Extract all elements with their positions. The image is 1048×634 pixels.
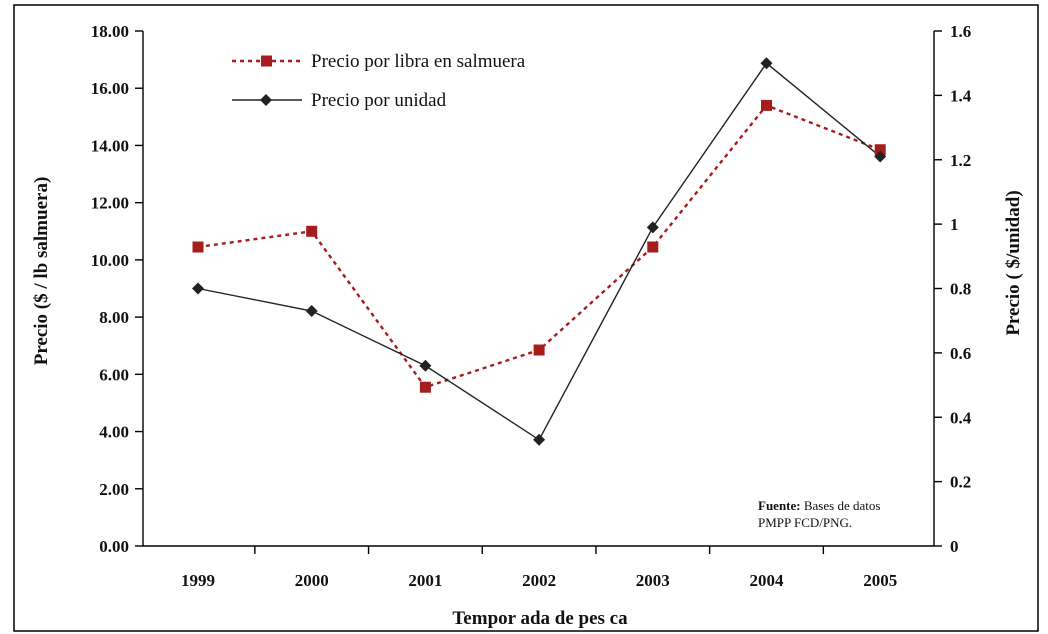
legend-label-unit: Precio por unidad <box>311 90 447 111</box>
right-axis-title: Precio ( $/unidad) <box>1003 190 1024 335</box>
x-axis-ticks: 1999 2000 2001 2002 2003 2004 2005 <box>181 546 897 590</box>
left-tick-label: 6.00 <box>99 365 129 384</box>
right-tick-label: 0.4 <box>950 408 972 427</box>
x-axis-title: Tempor ada de pes ca <box>452 608 628 629</box>
left-axis-ticks: 0.00 2.00 4.00 6.00 8.00 10.00 12.00 14.00 16.00… <box>91 22 143 556</box>
legend-marker-square <box>261 55 272 67</box>
data-point-square <box>419 381 431 393</box>
right-tick-label: 1.6 <box>950 22 971 41</box>
data-point-square <box>874 144 886 156</box>
data-point-diamond <box>760 57 773 70</box>
legend: Precio por libra en salmuera Precio por … <box>232 51 526 111</box>
data-point-square <box>192 241 204 253</box>
right-tick-label: 0.8 <box>950 280 971 299</box>
left-tick-label: 8.00 <box>99 308 129 327</box>
chart-border <box>13 4 1039 632</box>
source-label: Fuente: <box>758 498 801 513</box>
right-tick-label: 0 <box>950 537 959 556</box>
right-tick-label: 1 <box>950 215 959 234</box>
right-tick-label: 0.2 <box>950 473 971 492</box>
data-point-square <box>306 225 318 237</box>
series-line-unit <box>197 62 881 441</box>
x-tick-label: 2000 <box>295 571 329 590</box>
legend-marker-diamond <box>260 94 272 106</box>
x-tick-label: 2002 <box>522 571 556 590</box>
data-point-square <box>761 99 772 111</box>
legend-label-brine: Precio por libra en salmuera <box>311 51 526 72</box>
data-point-diamond <box>192 282 204 295</box>
series-layer <box>192 57 887 446</box>
source-line-2: PMPP FCD/PNG. <box>758 515 852 530</box>
data-point-diamond <box>419 359 432 372</box>
source-line-1: Fuente: Bases de datos <box>758 498 880 513</box>
x-tick-label: 2004 <box>750 571 785 590</box>
x-tick-label: 2001 <box>408 571 442 590</box>
x-tick-label: 2005 <box>863 571 897 590</box>
data-point-diamond <box>305 305 318 318</box>
left-tick-label: 16.00 <box>91 79 129 98</box>
right-axis-ticks: 0 0.2 0.4 0.6 0.8 1 1.2 1.4 1.6 <box>934 22 972 556</box>
left-tick-label: 12.00 <box>91 194 129 213</box>
left-tick-label: 14.00 <box>91 136 129 155</box>
right-tick-label: 1.2 <box>950 151 971 170</box>
x-tick-label: 1999 <box>181 571 215 590</box>
x-tick-label: 2003 <box>636 571 670 590</box>
data-point-square <box>533 344 545 356</box>
data-point-diamond <box>874 150 887 163</box>
right-tick-label: 0.6 <box>950 344 971 363</box>
left-tick-label: 10.00 <box>91 251 129 270</box>
data-point-square <box>647 241 659 253</box>
left-tick-label: 18.00 <box>91 22 129 41</box>
left-axis-title: Precio ($ / lb salmuera) <box>31 177 52 366</box>
source-line-1-rest: Bases de datos <box>801 498 881 513</box>
data-point-diamond <box>533 433 546 446</box>
left-tick-label: 2.00 <box>99 480 129 499</box>
data-point-diamond <box>646 221 659 234</box>
source-note: Fuente: Bases de datos PMPP FCD/PNG. <box>758 498 880 530</box>
right-tick-label: 1.4 <box>950 86 972 105</box>
left-tick-label: 0.00 <box>99 537 129 556</box>
left-tick-label: 4.00 <box>99 423 129 442</box>
